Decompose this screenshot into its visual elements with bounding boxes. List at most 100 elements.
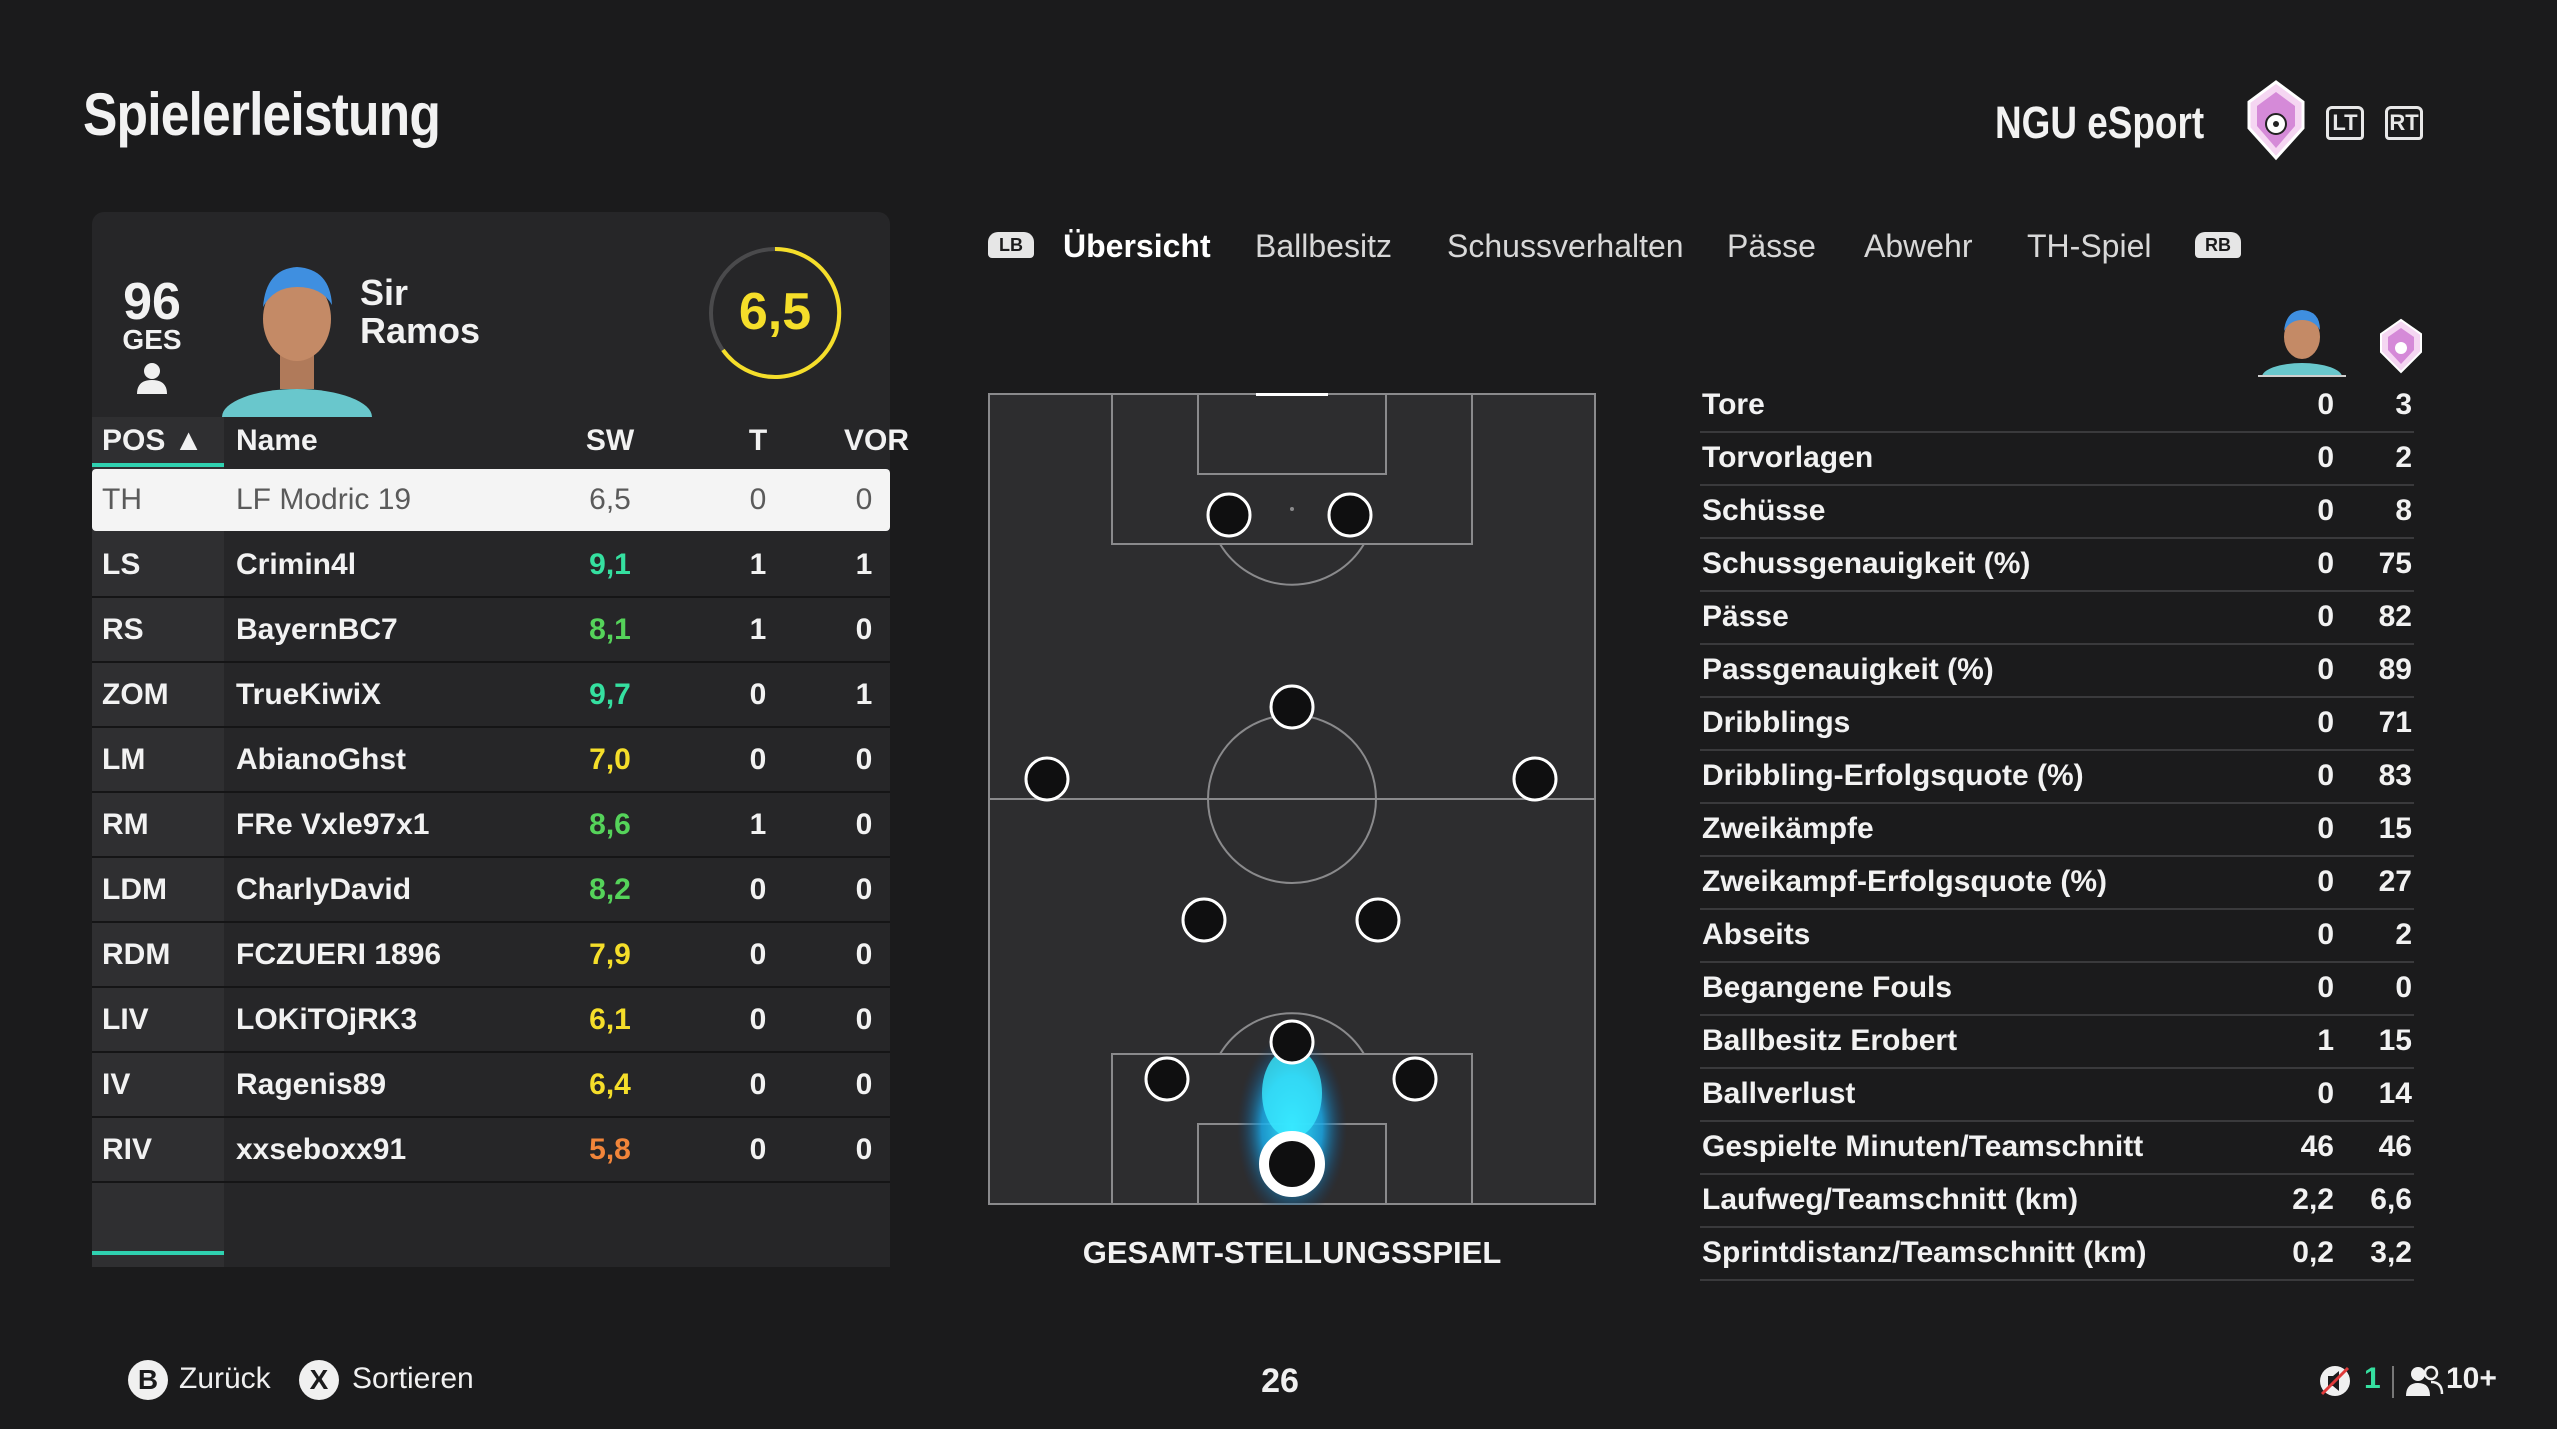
row-goals: 0: [749, 938, 767, 971]
row-goals: 0: [749, 483, 767, 516]
bumper-lb-icon[interactable]: LB: [988, 232, 1034, 258]
sort-label[interactable]: Sortieren: [352, 1362, 474, 1395]
header-vor[interactable]: VOR: [844, 424, 910, 457]
row-rating: 6,5: [589, 483, 631, 516]
stat-row: Dribblings 0 71: [1700, 698, 2414, 751]
back-label[interactable]: Zurück: [179, 1362, 271, 1395]
tab-5[interactable]: TH-Spiel: [2027, 228, 2152, 264]
stat-player-value: 0: [2317, 812, 2334, 845]
tab-1[interactable]: Ballbesitz: [1255, 228, 1392, 264]
stat-row: Schüsse 0 8: [1700, 486, 2414, 539]
stat-team-value: 82: [2378, 600, 2412, 633]
row-name: AbianoGhst: [236, 743, 406, 776]
stat-row: Tore 0 3: [1700, 380, 2414, 433]
stat-row: Passgenauigkeit (%) 0 89: [1700, 645, 2414, 698]
stat-row: Pässe 0 82: [1700, 592, 2414, 645]
stat-label: Ballbesitz Erobert: [1702, 1024, 1958, 1057]
row-pos: IV: [102, 1068, 131, 1101]
stat-row: Torvorlagen 0 2: [1700, 433, 2414, 486]
stat-player-value: 1: [2317, 1024, 2334, 1057]
row-pos: LS: [102, 548, 141, 581]
b-button-icon[interactable]: B: [128, 1360, 168, 1400]
table-row[interactable]: ZOM TrueKiwiX 9,7 0 1: [92, 664, 890, 728]
tab-4[interactable]: Abwehr: [1864, 228, 1973, 264]
stat-label: Laufweg/Teamschnitt (km): [1702, 1183, 2079, 1216]
stat-label: Gespielte Minuten/Teamschnitt: [1702, 1130, 2144, 1163]
row-pos: LIV: [102, 1003, 149, 1036]
stat-row: Ballbesitz Erobert 1 15: [1700, 1016, 2414, 1069]
row-rating: 8,2: [589, 873, 631, 906]
stat-player-value: 0: [2317, 388, 2334, 421]
table-row[interactable]: RS BayernBC7 8,1 1 0: [92, 599, 890, 663]
row-rating: 9,1: [589, 548, 631, 581]
club-crest-icon: [2247, 80, 2305, 161]
stat-team-value: 71: [2378, 706, 2412, 739]
stat-player-value: 0: [2317, 759, 2334, 792]
stat-row: Sprintdistanz/Teamschnitt (km) 0,2 3,2: [1700, 1228, 2414, 1281]
row-rating: 6,1: [589, 1003, 631, 1036]
row-goals: 0: [749, 1133, 767, 1166]
table-row[interactable]: LIV LOKiTOjRK3 6,1 0 0: [92, 989, 890, 1053]
table-row[interactable]: RM FRe Vxle97x1 8,6 1 0: [92, 794, 890, 858]
row-assists: 0: [855, 613, 873, 646]
stat-row: Zweikampf-Erfolgsquote (%) 0 27: [1700, 857, 2414, 910]
stat-team-value: 14: [2378, 1077, 2412, 1110]
stat-team-value: 2: [2395, 918, 2412, 951]
table-row[interactable]: LDM CharlyDavid 8,2 0 0: [92, 859, 890, 923]
row-assists: 0: [855, 808, 873, 841]
row-name: LF Modric 19: [236, 483, 412, 516]
person-icon: [137, 363, 167, 394]
row-assists: 1: [855, 678, 873, 711]
tab-0[interactable]: Übersicht: [1063, 228, 1211, 264]
rating-ring: [709, 246, 842, 379]
stat-row: Dribbling-Erfolgsquote (%) 0 83: [1700, 751, 2414, 804]
stat-row: Zweikämpfe 0 15: [1700, 804, 2414, 857]
player-last-name: Ramos: [360, 310, 481, 351]
row-name: BayernBC7: [236, 613, 398, 646]
stat-label: Schussgenauigkeit (%): [1702, 547, 2031, 580]
header-pos[interactable]: POS ▲: [102, 424, 204, 457]
stat-team-value: 8: [2395, 494, 2412, 527]
bumper-rb-icon[interactable]: RB: [2195, 232, 2241, 258]
header-sw[interactable]: SW: [585, 424, 635, 457]
trigger-lt-icon[interactable]: LT: [2326, 106, 2364, 140]
x-button-icon[interactable]: X: [299, 1360, 339, 1400]
row-goals: 0: [749, 873, 767, 906]
stat-row: Abseits 0 2: [1700, 910, 2414, 963]
team-crest-icon: [2380, 318, 2422, 374]
stat-player-value: 46: [2300, 1130, 2334, 1163]
stat-label: Zweikämpfe: [1702, 812, 1874, 845]
stat-team-value: 46: [2378, 1130, 2412, 1163]
row-rating: 6,4: [589, 1068, 631, 1101]
row-name: CharlyDavid: [236, 873, 412, 906]
table-row[interactable]: RDM FCZUERI 1896 7,9 0 0: [92, 924, 890, 988]
row-assists: 0: [855, 873, 873, 906]
stat-label: Schüsse: [1702, 494, 1826, 527]
row-assists: 0: [855, 1003, 873, 1036]
trigger-rt-icon[interactable]: RT: [2385, 106, 2423, 140]
row-pos: RS: [102, 613, 144, 646]
table-row[interactable]: TH LF Modric 19 6,5 0 0: [92, 469, 890, 531]
row-goals: 0: [749, 1068, 767, 1101]
row-pos: LDM: [102, 873, 167, 906]
header-t[interactable]: T: [748, 424, 768, 457]
table-row[interactable]: LS Crimin4l 9,1 1 1: [92, 534, 890, 598]
row-rating: 8,1: [589, 613, 631, 646]
row-name: FRe Vxle97x1: [236, 808, 430, 841]
stat-row: Laufweg/Teamschnitt (km) 2,2 6,6: [1700, 1175, 2414, 1228]
tab-2[interactable]: Schussverhalten: [1447, 228, 1684, 264]
stat-player-value: 0: [2317, 441, 2334, 474]
stat-player-value: 0: [2317, 547, 2334, 580]
table-row[interactable]: LM AbianoGhst 7,0 0 0: [92, 729, 890, 793]
header-name[interactable]: Name: [236, 424, 318, 457]
table-row[interactable]: IV Ragenis89 6,4 0 0: [92, 1054, 890, 1118]
row-goals: 0: [749, 743, 767, 776]
stat-player-value: 0: [2317, 1077, 2334, 1110]
row-rating: 5,8: [589, 1133, 631, 1166]
tab-3[interactable]: Pässe: [1727, 228, 1816, 264]
row-goals: 1: [749, 548, 767, 581]
stat-label: Torvorlagen: [1702, 441, 1874, 474]
table-row[interactable]: RIV xxseboxx91 5,8 0 0: [92, 1119, 890, 1183]
stat-team-value: 15: [2378, 812, 2412, 845]
stat-team-value: 27: [2378, 865, 2412, 898]
